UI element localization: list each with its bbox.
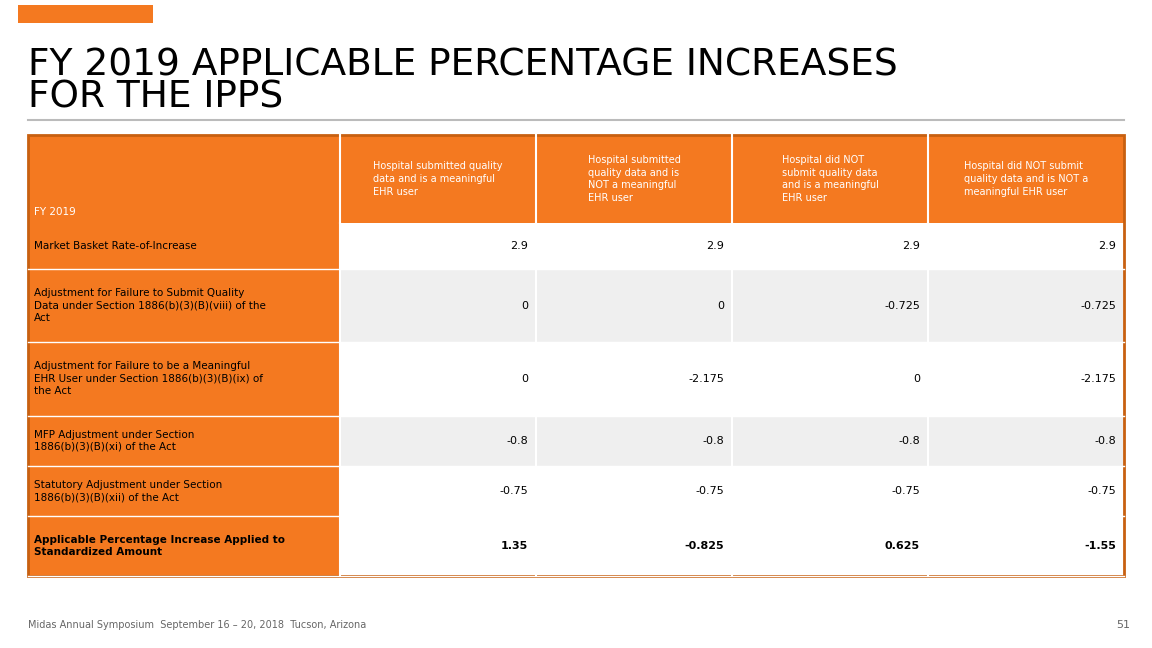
Text: Applicable Percentage Increase Applied to
Standardized Amount: Applicable Percentage Increase Applied t… bbox=[35, 535, 285, 557]
Bar bbox=[28, 415, 340, 466]
Text: -0.725: -0.725 bbox=[884, 301, 920, 310]
Text: Hospital submitted
quality data and is
NOT a meaningful
EHR user: Hospital submitted quality data and is N… bbox=[588, 155, 681, 203]
Text: Statutory Adjustment under Section
1886(b)(3)(B)(xii) of the Act: Statutory Adjustment under Section 1886(… bbox=[35, 480, 222, 502]
Bar bbox=[28, 135, 1124, 576]
Text: Hospital submitted quality
data and is a meaningful
EHR user: Hospital submitted quality data and is a… bbox=[373, 161, 502, 197]
Text: 51: 51 bbox=[1116, 620, 1130, 630]
Text: 0: 0 bbox=[914, 374, 920, 384]
Text: Hospital did NOT submit
quality data and is NOT a
meaningful EHR user: Hospital did NOT submit quality data and… bbox=[964, 161, 1089, 197]
Text: Adjustment for Failure to be a Meaningful
EHR User under Section 1886(b)(3)(B)(i: Adjustment for Failure to be a Meaningfu… bbox=[35, 362, 263, 397]
Text: 2.9: 2.9 bbox=[902, 241, 920, 251]
Text: FOR THE IPPS: FOR THE IPPS bbox=[28, 80, 283, 116]
Bar bbox=[28, 466, 340, 516]
Text: Hospital did NOT
submit quality data
and is a meaningful
EHR user: Hospital did NOT submit quality data and… bbox=[781, 155, 879, 203]
Bar bbox=[28, 223, 340, 269]
Text: MFP Adjustment under Section
1886(b)(3)(B)(xi) of the Act: MFP Adjustment under Section 1886(b)(3)(… bbox=[35, 430, 195, 452]
Text: Midas Annual Symposium  September 16 – 20, 2018  Tucson, Arizona: Midas Annual Symposium September 16 – 20… bbox=[28, 620, 366, 630]
Bar bbox=[340, 415, 1124, 466]
Text: -0.8: -0.8 bbox=[1094, 435, 1116, 446]
Text: 0: 0 bbox=[521, 374, 528, 384]
Bar bbox=[28, 342, 340, 415]
Bar bbox=[340, 269, 1124, 342]
Text: -0.75: -0.75 bbox=[499, 486, 528, 496]
Text: 0: 0 bbox=[717, 301, 723, 310]
Text: -0.8: -0.8 bbox=[506, 435, 528, 446]
Text: FY 2019 APPLICABLE PERCENTAGE INCREASES: FY 2019 APPLICABLE PERCENTAGE INCREASES bbox=[28, 48, 897, 84]
Text: -2.175: -2.175 bbox=[688, 374, 723, 384]
Text: 0.625: 0.625 bbox=[885, 541, 920, 551]
Text: -0.75: -0.75 bbox=[696, 486, 723, 496]
Text: Market Basket Rate-of-Increase: Market Basket Rate-of-Increase bbox=[35, 241, 197, 251]
Text: -0.8: -0.8 bbox=[899, 435, 920, 446]
Bar bbox=[340, 223, 1124, 269]
Bar bbox=[28, 516, 340, 576]
Bar bbox=[340, 516, 1124, 576]
Text: -1.55: -1.55 bbox=[1084, 541, 1116, 551]
Bar bbox=[18, 5, 153, 23]
Text: -0.825: -0.825 bbox=[684, 541, 723, 551]
Text: -0.75: -0.75 bbox=[1087, 486, 1116, 496]
Bar bbox=[340, 466, 1124, 516]
Text: 0: 0 bbox=[521, 301, 528, 310]
Bar bbox=[28, 269, 340, 342]
Bar bbox=[340, 342, 1124, 415]
Text: 1.35: 1.35 bbox=[501, 541, 528, 551]
Text: 2.9: 2.9 bbox=[1098, 241, 1116, 251]
Text: 2.9: 2.9 bbox=[706, 241, 723, 251]
Text: -2.175: -2.175 bbox=[1081, 374, 1116, 384]
Text: 2.9: 2.9 bbox=[510, 241, 528, 251]
Bar bbox=[28, 135, 1124, 223]
Text: -0.8: -0.8 bbox=[703, 435, 723, 446]
Text: FY 2019: FY 2019 bbox=[35, 207, 76, 217]
Text: -0.75: -0.75 bbox=[892, 486, 920, 496]
Text: -0.725: -0.725 bbox=[1081, 301, 1116, 310]
Text: Adjustment for Failure to Submit Quality
Data under Section 1886(b)(3)(B)(viii) : Adjustment for Failure to Submit Quality… bbox=[35, 288, 266, 323]
